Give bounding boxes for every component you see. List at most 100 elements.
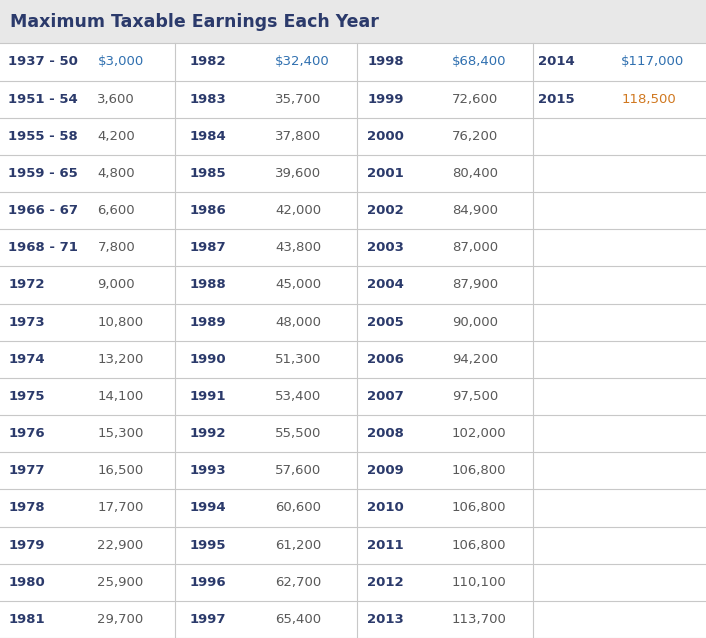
- Text: 1985: 1985: [189, 167, 226, 180]
- Text: 87,900: 87,900: [452, 278, 498, 292]
- Text: 1996: 1996: [189, 575, 226, 589]
- Text: 10,800: 10,800: [97, 316, 143, 329]
- Text: 61,200: 61,200: [275, 538, 322, 552]
- Text: 2013: 2013: [367, 613, 404, 626]
- Text: 55,500: 55,500: [275, 427, 322, 440]
- Text: 16,500: 16,500: [97, 464, 144, 477]
- Text: 2008: 2008: [367, 427, 404, 440]
- Text: 80,400: 80,400: [452, 167, 498, 180]
- Text: 106,800: 106,800: [452, 538, 506, 552]
- Text: 2012: 2012: [367, 575, 404, 589]
- Text: 2010: 2010: [367, 501, 404, 514]
- Text: 1992: 1992: [189, 427, 226, 440]
- Text: 2003: 2003: [367, 241, 404, 255]
- Text: 60,600: 60,600: [275, 501, 321, 514]
- Bar: [0, 0, 706, 43]
- Text: $32,400: $32,400: [275, 56, 330, 68]
- Text: 1977: 1977: [8, 464, 45, 477]
- Text: 6,600: 6,600: [97, 204, 135, 217]
- Text: 97,500: 97,500: [452, 390, 498, 403]
- Text: 1986: 1986: [189, 204, 226, 217]
- Text: 84,900: 84,900: [452, 204, 498, 217]
- Text: 2001: 2001: [367, 167, 404, 180]
- Text: 4,800: 4,800: [97, 167, 135, 180]
- Text: $117,000: $117,000: [621, 56, 685, 68]
- Text: 1982: 1982: [189, 56, 226, 68]
- Text: 7,800: 7,800: [97, 241, 135, 255]
- Text: 1959 - 65: 1959 - 65: [8, 167, 78, 180]
- Text: 39,600: 39,600: [275, 167, 321, 180]
- Text: 2004: 2004: [367, 278, 404, 292]
- Text: 1997: 1997: [189, 613, 226, 626]
- Text: 2005: 2005: [367, 316, 404, 329]
- Text: 1973: 1973: [8, 316, 45, 329]
- Text: 106,800: 106,800: [452, 464, 506, 477]
- Text: 102,000: 102,000: [452, 427, 506, 440]
- Text: 90,000: 90,000: [452, 316, 498, 329]
- Text: 1983: 1983: [189, 93, 226, 106]
- Text: 57,600: 57,600: [275, 464, 322, 477]
- Text: 2014: 2014: [538, 56, 575, 68]
- Text: 13,200: 13,200: [97, 353, 144, 366]
- Text: 113,700: 113,700: [452, 613, 507, 626]
- Text: 3,600: 3,600: [97, 93, 135, 106]
- Text: 2006: 2006: [367, 353, 404, 366]
- Text: 1981: 1981: [8, 613, 45, 626]
- Text: 15,300: 15,300: [97, 427, 144, 440]
- Text: 2002: 2002: [367, 204, 404, 217]
- Text: 1988: 1988: [189, 278, 226, 292]
- Text: 45,000: 45,000: [275, 278, 321, 292]
- Text: 87,000: 87,000: [452, 241, 498, 255]
- Text: 29,700: 29,700: [97, 613, 144, 626]
- Text: 1978: 1978: [8, 501, 45, 514]
- Text: 25,900: 25,900: [97, 575, 144, 589]
- Text: 48,000: 48,000: [275, 316, 321, 329]
- Text: 1995: 1995: [189, 538, 226, 552]
- Text: 1994: 1994: [189, 501, 226, 514]
- Text: 94,200: 94,200: [452, 353, 498, 366]
- Text: 22,900: 22,900: [97, 538, 144, 552]
- Text: 1987: 1987: [189, 241, 226, 255]
- Text: 72,600: 72,600: [452, 93, 498, 106]
- Text: 1990: 1990: [189, 353, 226, 366]
- Text: 1974: 1974: [8, 353, 45, 366]
- Text: 35,700: 35,700: [275, 93, 322, 106]
- Text: 43,800: 43,800: [275, 241, 321, 255]
- Text: 118,500: 118,500: [621, 93, 676, 106]
- Text: $68,400: $68,400: [452, 56, 506, 68]
- Text: 76,200: 76,200: [452, 130, 498, 143]
- Text: 1999: 1999: [367, 93, 404, 106]
- Text: 1979: 1979: [8, 538, 45, 552]
- Text: $3,000: $3,000: [97, 56, 144, 68]
- Text: 2009: 2009: [367, 464, 404, 477]
- Text: 42,000: 42,000: [275, 204, 321, 217]
- Text: 1968 - 71: 1968 - 71: [8, 241, 78, 255]
- Text: 14,100: 14,100: [97, 390, 144, 403]
- Text: 1937 - 50: 1937 - 50: [8, 56, 78, 68]
- Text: 1989: 1989: [189, 316, 226, 329]
- Text: 2011: 2011: [367, 538, 404, 552]
- Text: 17,700: 17,700: [97, 501, 144, 514]
- Text: 4,200: 4,200: [97, 130, 135, 143]
- Text: 37,800: 37,800: [275, 130, 322, 143]
- Text: 53,400: 53,400: [275, 390, 322, 403]
- Text: Maximum Taxable Earnings Each Year: Maximum Taxable Earnings Each Year: [10, 13, 378, 31]
- Text: 2007: 2007: [367, 390, 404, 403]
- Text: 2015: 2015: [538, 93, 575, 106]
- Text: 106,800: 106,800: [452, 501, 506, 514]
- Text: 51,300: 51,300: [275, 353, 322, 366]
- Text: 1993: 1993: [189, 464, 226, 477]
- Text: 1975: 1975: [8, 390, 45, 403]
- Text: 1951 - 54: 1951 - 54: [8, 93, 78, 106]
- Text: 65,400: 65,400: [275, 613, 321, 626]
- Text: 1955 - 58: 1955 - 58: [8, 130, 78, 143]
- Text: 1966 - 67: 1966 - 67: [8, 204, 78, 217]
- Text: 1972: 1972: [8, 278, 45, 292]
- Text: 9,000: 9,000: [97, 278, 135, 292]
- Text: 1991: 1991: [189, 390, 226, 403]
- Text: 1984: 1984: [189, 130, 226, 143]
- Text: 1976: 1976: [8, 427, 45, 440]
- Text: 2000: 2000: [367, 130, 404, 143]
- Text: 1998: 1998: [367, 56, 404, 68]
- Text: 110,100: 110,100: [452, 575, 507, 589]
